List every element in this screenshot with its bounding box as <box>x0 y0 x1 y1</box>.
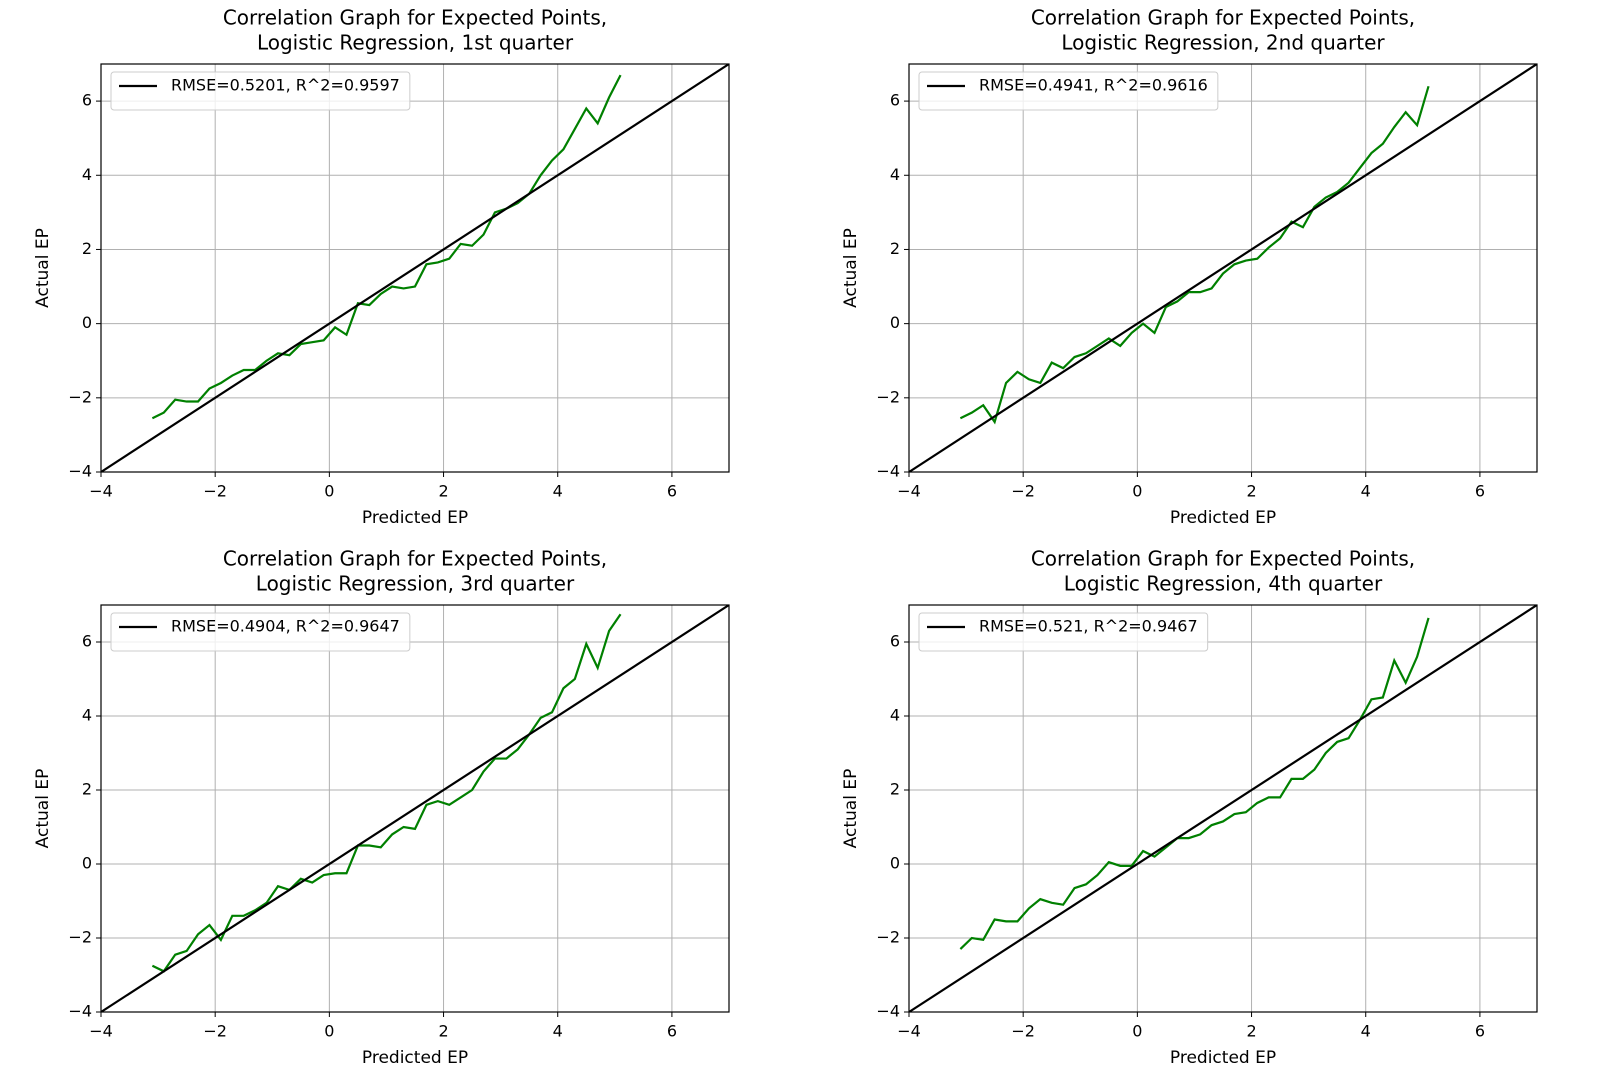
chart-title: Logistic Regression, 2nd quarter <box>1061 31 1385 55</box>
x-tick-label: −4 <box>897 1022 921 1041</box>
y-tick-label: −2 <box>876 928 900 947</box>
chart-title: Correlation Graph for Expected Points, <box>223 547 607 571</box>
subplot: Correlation Graph for Expected Points,Lo… <box>841 6 1538 528</box>
x-tick-label: −2 <box>203 482 227 501</box>
legend: RMSE=0.4904, R^2=0.9647 <box>110 612 411 652</box>
y-tick-label: −2 <box>876 387 900 406</box>
x-tick-label: 2 <box>438 1022 448 1041</box>
x-tick-label: −4 <box>89 1022 113 1041</box>
y-tick-label: 0 <box>82 313 92 332</box>
y-axis-label: Actual EP <box>33 769 53 849</box>
x-tick-label: −4 <box>897 482 921 501</box>
x-tick-label: 4 <box>1361 1022 1371 1041</box>
x-tick-label: 6 <box>667 482 677 501</box>
x-axis-label: Predicted EP <box>362 1048 468 1067</box>
data-line <box>101 64 729 472</box>
chart-title: Logistic Regression, 4th quarter <box>1064 572 1383 596</box>
axes-frame <box>908 604 1538 1013</box>
y-tick-label: 4 <box>82 706 92 725</box>
x-tick-label: −2 <box>1011 482 1035 501</box>
y-axis-label: Actual EP <box>33 228 53 308</box>
y-tick-label: 0 <box>890 854 900 873</box>
subplot: Correlation Graph for Expected Points,Lo… <box>33 6 730 528</box>
y-tick-label: 0 <box>82 854 92 873</box>
y-tick-label: 6 <box>82 632 92 651</box>
x-tick-label: 2 <box>1246 482 1256 501</box>
chart-title: Logistic Regression, 3rd quarter <box>256 572 575 596</box>
y-tick-label: 6 <box>890 91 900 110</box>
subplot: Correlation Graph for Expected Points,Lo… <box>841 547 1538 1067</box>
chart-title: Correlation Graph for Expected Points, <box>1031 6 1415 30</box>
x-tick-label: 0 <box>324 1022 334 1041</box>
legend-label: RMSE=0.4904, R^2=0.9647 <box>171 617 400 636</box>
x-tick-label: 4 <box>553 482 563 501</box>
data-line <box>101 605 729 1012</box>
legend-box <box>110 71 411 111</box>
x-axis-label: Predicted EP <box>362 508 468 528</box>
legend: RMSE=0.4941, R^2=0.9616 <box>918 71 1219 111</box>
y-tick-label: −2 <box>68 928 92 947</box>
legend: RMSE=0.5201, R^2=0.9597 <box>110 71 411 111</box>
x-tick-label: 6 <box>1475 1022 1485 1041</box>
chart-title: Logistic Regression, 1st quarter <box>257 31 574 55</box>
y-tick-label: 6 <box>890 632 900 651</box>
axes-frame <box>908 63 1538 473</box>
x-tick-label: 0 <box>324 482 334 501</box>
data-line <box>959 85 1430 425</box>
axes-frame <box>100 604 730 1013</box>
x-axis-label: Predicted EP <box>1170 1048 1276 1067</box>
axes-frame <box>100 63 730 473</box>
y-axis-label: Actual EP <box>841 769 861 849</box>
x-tick-label: −2 <box>203 1022 227 1041</box>
y-tick-label: −4 <box>68 462 92 481</box>
y-axis-label: Actual EP <box>841 228 861 308</box>
x-tick-label: −4 <box>89 482 113 501</box>
legend-box <box>110 612 411 652</box>
x-tick-label: 0 <box>1132 482 1142 501</box>
y-tick-label: 2 <box>890 239 900 258</box>
y-tick-label: −4 <box>68 1002 92 1021</box>
x-axis-label: Predicted EP <box>1170 508 1276 528</box>
legend-label: RMSE=0.5201, R^2=0.9597 <box>171 76 400 95</box>
data-line <box>909 64 1537 472</box>
legend-label: RMSE=0.4941, R^2=0.9616 <box>979 76 1208 95</box>
y-tick-label: −2 <box>68 387 92 406</box>
y-tick-label: −4 <box>876 462 900 481</box>
y-tick-label: 0 <box>890 313 900 332</box>
x-tick-label: 2 <box>1246 1022 1256 1041</box>
x-tick-label: −2 <box>1011 1022 1035 1041</box>
data-line <box>151 613 622 973</box>
data-line <box>151 74 622 420</box>
x-tick-label: 2 <box>438 482 448 501</box>
x-tick-label: 6 <box>1475 482 1485 501</box>
data-line <box>909 605 1537 1012</box>
y-tick-label: 4 <box>890 706 900 725</box>
x-tick-label: 0 <box>1132 1022 1142 1041</box>
y-tick-label: 2 <box>890 780 900 799</box>
y-tick-label: 4 <box>890 165 900 184</box>
subplot: Correlation Graph for Expected Points,Lo… <box>33 547 730 1067</box>
y-tick-label: 2 <box>82 239 92 258</box>
y-tick-label: 4 <box>82 165 92 184</box>
chart-title: Correlation Graph for Expected Points, <box>1031 547 1415 571</box>
legend-label: RMSE=0.521, R^2=0.9467 <box>979 617 1198 636</box>
x-tick-label: 4 <box>553 1022 563 1041</box>
y-tick-label: −4 <box>876 1002 900 1021</box>
y-tick-label: 2 <box>82 780 92 799</box>
legend-box <box>918 612 1209 652</box>
x-tick-label: 6 <box>667 1022 677 1041</box>
y-tick-label: 6 <box>82 91 92 110</box>
data-line <box>959 617 1430 950</box>
x-tick-label: 4 <box>1361 482 1371 501</box>
chart-title: Correlation Graph for Expected Points, <box>223 6 607 30</box>
legend-box <box>918 71 1219 111</box>
legend: RMSE=0.521, R^2=0.9467 <box>918 612 1209 652</box>
